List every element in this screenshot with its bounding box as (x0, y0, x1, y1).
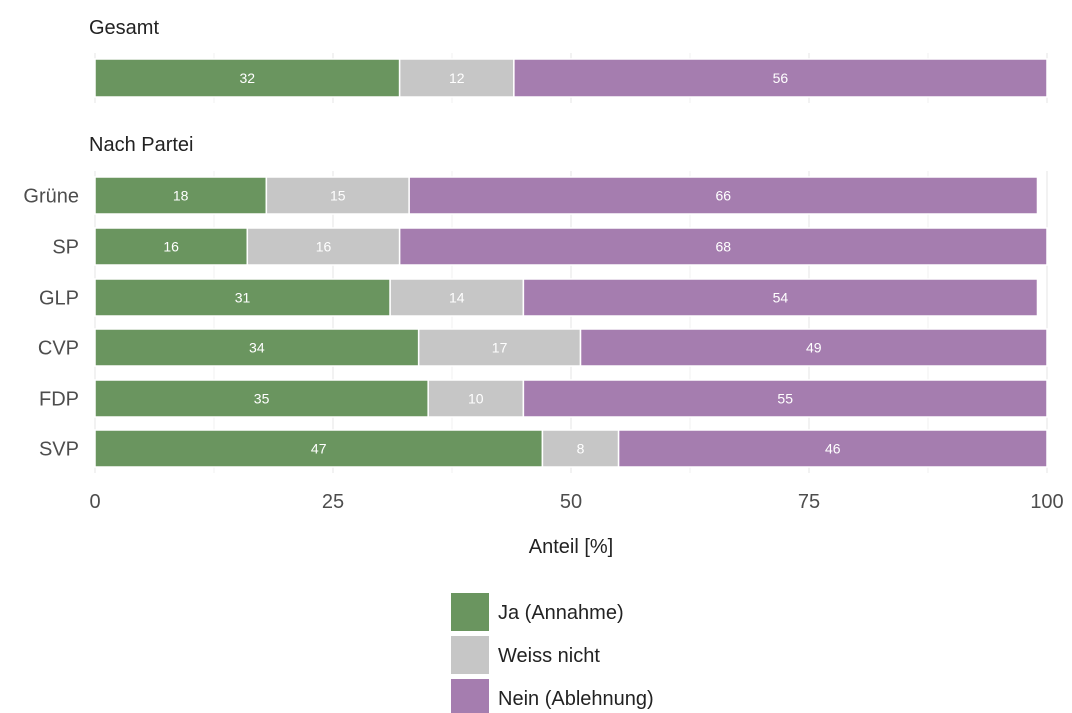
data-label-fdp-weiss-nicht: 10 (468, 391, 484, 407)
y-label-grüne: Grüne (23, 186, 79, 208)
data-label-glp-weiss-nicht: 14 (449, 290, 465, 306)
bar-gesamt-nein (513, 58, 1048, 98)
bar-svp-ja (94, 429, 544, 468)
data-label-svp-ja: 47 (311, 441, 327, 457)
bar-fdp-ja (94, 379, 429, 418)
bar-cvp-weiss-nicht (417, 328, 582, 367)
bar-gesamt-weiss-nicht (398, 58, 515, 98)
data-label-sp-ja: 16 (163, 239, 179, 255)
data-label-cvp-ja: 34 (249, 340, 265, 356)
bar-sp-nein (398, 227, 1048, 266)
x-axis-ticks: 0 25 50 75 100 (89, 491, 1063, 513)
legend-swatch-weiss-nicht (451, 636, 489, 674)
y-label-fdp: FDP (39, 389, 79, 411)
bar-cvp-ja (94, 328, 420, 367)
y-label-cvp: CVP (38, 338, 79, 360)
x-tick-label: 100 (1030, 491, 1063, 513)
legend-swatch-ja (451, 593, 489, 631)
data-label-fdp-ja: 35 (254, 391, 270, 407)
data-label-cvp-nein: 49 (806, 340, 822, 356)
data-label-grüne-nein: 66 (716, 188, 732, 204)
data-label-grüne-weiss-nicht: 15 (330, 188, 346, 204)
data-label-gesamt-ja: 32 (240, 70, 256, 86)
panel-title-gesamt: Gesamt (89, 17, 159, 39)
data-label-gesamt-nein: 56 (773, 70, 789, 86)
x-tick-label: 50 (560, 491, 582, 513)
y-label-sp: SP (52, 237, 79, 259)
bar-fdp-nein (522, 379, 1048, 418)
data-label-sp-weiss-nicht: 16 (316, 239, 332, 255)
panel-gesamt: 32 12 56 (94, 58, 1048, 98)
data-label-grüne-ja: 18 (173, 188, 189, 204)
x-tick-label: 75 (798, 491, 820, 513)
legend-label-weiss-nicht: Weiss nicht (498, 645, 600, 667)
y-label-glp: GLP (39, 288, 79, 310)
x-tick-label: 25 (322, 491, 344, 513)
legend-swatch-nein (451, 679, 489, 713)
x-tick-label: 0 (89, 491, 100, 513)
bar-grüne-ja (94, 176, 268, 215)
x-axis-label: Anteil [%] (529, 536, 613, 558)
y-label-svp: SVP (39, 439, 79, 461)
data-label-glp-ja: 31 (235, 290, 251, 306)
bar-cvp-nein (579, 328, 1048, 367)
bar-sp-weiss-nicht (246, 227, 401, 266)
data-label-svp-nein: 46 (825, 441, 841, 457)
data-label-gesamt-weiss-nicht: 12 (449, 70, 465, 86)
legend-label-nein: Nein (Ablehnung) (498, 688, 654, 710)
bar-glp-nein (522, 278, 1039, 317)
data-label-svp-weiss-nicht: 8 (577, 441, 585, 457)
bar-fdp-weiss-nicht (427, 379, 525, 418)
bar-svp-weiss-nicht (541, 429, 620, 468)
data-label-glp-nein: 54 (773, 290, 789, 306)
data-label-sp-nein: 68 (716, 239, 732, 255)
bar-grüne-nein (408, 176, 1039, 215)
legend-label-ja: Ja (Annahme) (498, 602, 624, 624)
data-label-fdp-nein: 55 (777, 391, 793, 407)
data-label-cvp-weiss-nicht: 17 (492, 340, 508, 356)
bar-svp-nein (617, 429, 1048, 468)
bar-glp-ja (94, 278, 391, 317)
panel-nach-partei: Grüne 18 15 66 SP 16 16 68 GLP 31 14 54 CVP 34 17 49 FDP… (23, 176, 1048, 468)
legend: Ja (Annahme) Weiss nicht Nein (Ablehnung… (451, 593, 654, 713)
panel-title-nach-partei: Nach Partei (89, 134, 194, 156)
